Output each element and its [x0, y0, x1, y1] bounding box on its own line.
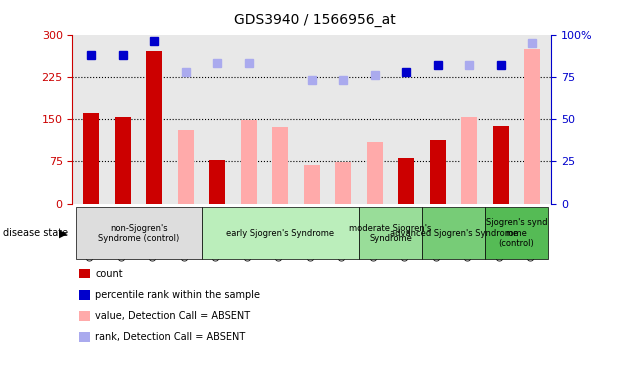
Bar — [493, 126, 509, 204]
Bar — [241, 120, 257, 204]
Text: ▶: ▶ — [59, 228, 67, 238]
Text: percentile rank within the sample: percentile rank within the sample — [95, 290, 260, 300]
Bar — [209, 160, 226, 204]
Bar — [178, 130, 194, 204]
Text: disease state: disease state — [3, 228, 68, 238]
Bar — [336, 162, 352, 204]
Text: moderate Sjogren's
Syndrome: moderate Sjogren's Syndrome — [350, 223, 432, 243]
Text: count: count — [95, 268, 123, 279]
Bar — [399, 159, 415, 204]
Bar — [367, 142, 383, 204]
Bar — [304, 165, 320, 204]
Text: Sjogren's synd
rome
(control): Sjogren's synd rome (control) — [486, 218, 547, 248]
Text: GDS3940 / 1566956_at: GDS3940 / 1566956_at — [234, 13, 396, 27]
Text: non-Sjogren's
Syndrome (control): non-Sjogren's Syndrome (control) — [98, 223, 179, 243]
Text: value, Detection Call = ABSENT: value, Detection Call = ABSENT — [95, 311, 250, 321]
Bar — [461, 118, 478, 204]
Bar — [115, 118, 131, 204]
Bar — [430, 140, 446, 204]
Text: rank, Detection Call = ABSENT: rank, Detection Call = ABSENT — [95, 332, 245, 342]
Bar — [524, 49, 541, 204]
Bar — [83, 113, 100, 204]
Text: advanced Sjogren's Syndrome: advanced Sjogren's Syndrome — [389, 229, 518, 238]
Text: early Sjogren's Syndrome: early Sjogren's Syndrome — [226, 229, 335, 238]
Bar — [273, 127, 289, 204]
Bar — [146, 51, 163, 204]
